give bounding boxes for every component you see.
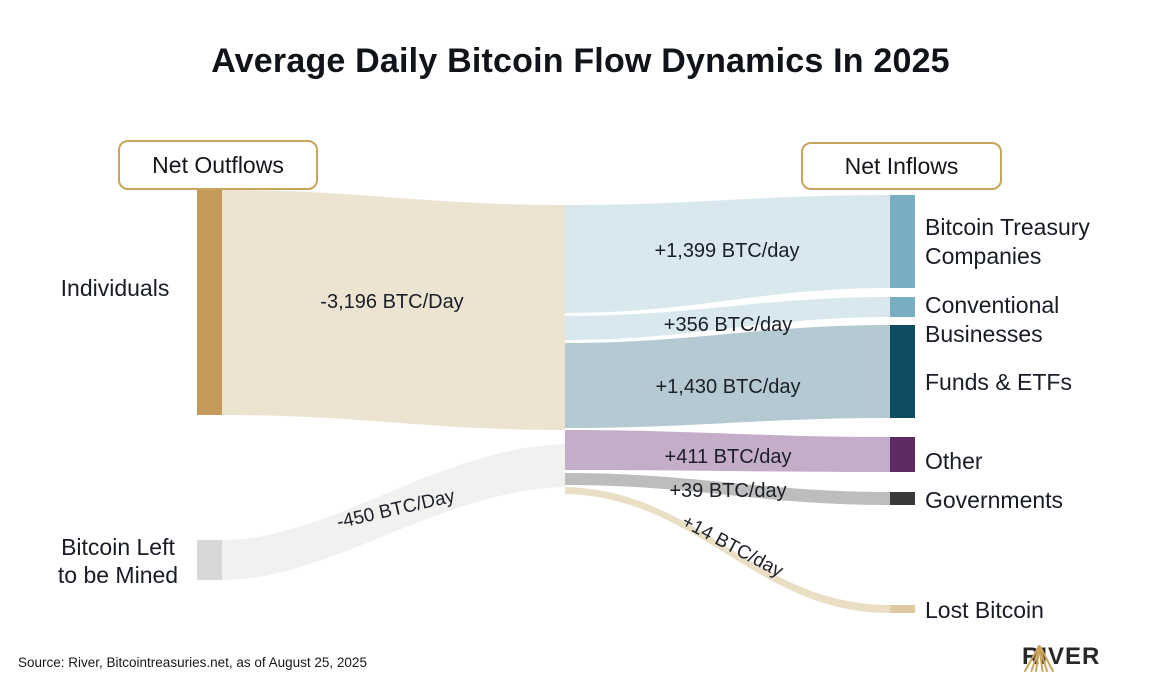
label-mining-line1: Bitcoin Left <box>61 534 175 560</box>
label-conventional-businesses: Conventional Businesses <box>925 291 1160 349</box>
flow-value-conventional: +356 BTC/day <box>663 314 793 336</box>
label-individuals: Individuals <box>35 274 195 303</box>
flow-to-funds-etfs <box>565 325 890 428</box>
node-individuals <box>197 190 222 415</box>
source-attribution: Source: River, Bitcointreasuries.net, as… <box>18 655 367 670</box>
flow-to-lost-bitcoin <box>565 487 890 613</box>
flow-value-other: +411 BTC/day <box>664 446 792 468</box>
flow-to-other <box>565 430 890 472</box>
chart-title: Average Daily Bitcoin Flow Dynamics In 2… <box>211 42 950 80</box>
net-outflows-badge: Net Outflows <box>118 140 318 190</box>
label-bitcoin-left-to-be-mined: Bitcoin Left to be Mined <box>28 533 208 589</box>
label-bitcoin-treasury-companies: Bitcoin Treasury Companies <box>925 213 1160 271</box>
label-treasury-line1: Bitcoin Treasury <box>925 214 1090 240</box>
flow-value-treasury: +1,399 BTC/day <box>654 240 800 262</box>
flow-to-conventional-businesses <box>565 297 890 340</box>
label-governments: Governments <box>925 487 1064 513</box>
net-inflows-badge: Net Inflows <box>801 142 1002 190</box>
river-pyramid-icon <box>1024 645 1054 672</box>
flow-to-treasury-companies <box>565 195 890 313</box>
flow-value-governments: +39 BTC/day <box>669 480 787 502</box>
node-lost-bitcoin <box>890 605 915 613</box>
node-bitcoin-left-to-be-mined <box>197 540 222 580</box>
flow-to-governments <box>565 473 890 505</box>
flow-value-funds: +1,430 BTC/day <box>655 376 801 398</box>
label-mining-line2: to be Mined <box>57 562 179 588</box>
node-bitcoin-treasury-companies <box>890 195 915 288</box>
label-lost-bitcoin: Lost Bitcoin <box>925 597 1044 623</box>
node-governments <box>890 492 915 505</box>
node-other <box>890 437 915 472</box>
node-funds-etfs <box>890 325 915 418</box>
label-other: Other <box>925 448 983 474</box>
flow-individuals-out <box>222 190 565 430</box>
flow-mining-out <box>222 444 565 580</box>
node-conventional-businesses <box>890 297 915 317</box>
river-wordmark: RIVER <box>1022 643 1101 670</box>
flow-value-individuals: -3,196 BTC/Day <box>320 291 464 313</box>
label-conventional-line1: Conventional <box>925 292 1060 318</box>
label-conventional-line2: Businesses <box>925 321 1043 347</box>
river-logo: RIVER <box>1022 643 1101 672</box>
label-individuals-line1: Individuals <box>60 275 170 301</box>
label-treasury-line2: Companies <box>925 243 1042 269</box>
label-funds-etfs: Funds & ETFs <box>925 369 1072 395</box>
